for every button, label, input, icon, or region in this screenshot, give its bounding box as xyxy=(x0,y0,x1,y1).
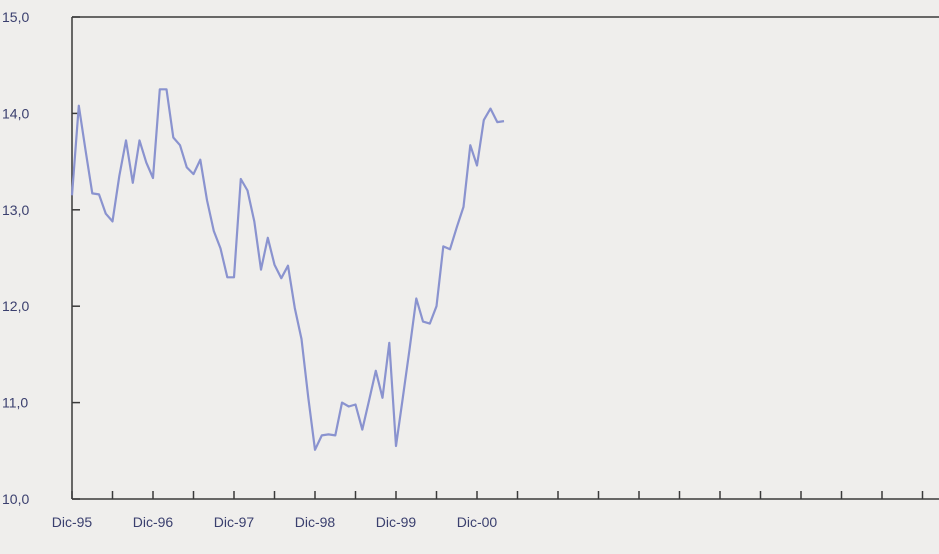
y-tick-label: 13,0 xyxy=(2,202,29,218)
y-tick-label: 10,0 xyxy=(2,491,29,507)
y-tick-label: 12,0 xyxy=(2,298,29,314)
y-tick-label: 15,0 xyxy=(2,9,29,25)
x-tick-label: Dic-98 xyxy=(295,514,336,530)
x-tick-label: Dic-00 xyxy=(457,514,498,530)
x-tick-label: Dic-95 xyxy=(52,514,93,530)
x-axis-ticks: Dic-95 Dic-96 Dic-97 Dic-98 Dic-99 Dic-00 xyxy=(52,491,924,530)
axes xyxy=(71,16,939,500)
series-line xyxy=(70,88,505,451)
y-axis-ticks: 10,0 11,0 12,0 13,0 14,0 15,0 xyxy=(2,9,80,507)
x-tick-label: Dic-99 xyxy=(376,514,417,530)
y-tick-label: 11,0 xyxy=(2,395,28,411)
x-tick-label: Dic-96 xyxy=(133,514,174,530)
y-tick-label: 14,0 xyxy=(2,105,29,121)
x-tick-label: Dic-97 xyxy=(214,514,255,530)
